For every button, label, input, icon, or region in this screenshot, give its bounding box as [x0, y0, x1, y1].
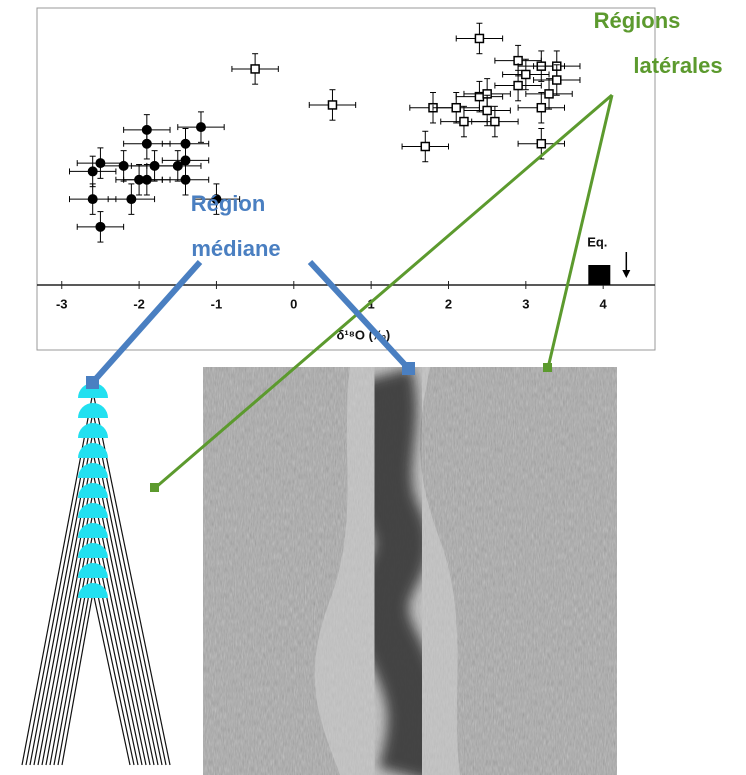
x-tick-label: 4	[600, 296, 608, 311]
point	[196, 122, 206, 132]
pointer-end	[150, 483, 159, 492]
micrograph	[203, 367, 617, 775]
point	[95, 222, 105, 232]
point	[421, 143, 429, 151]
point	[142, 175, 152, 185]
point	[251, 65, 259, 73]
cell	[78, 423, 108, 438]
point	[537, 104, 545, 112]
annotation: Région	[191, 191, 266, 216]
point	[126, 194, 136, 204]
cell	[78, 403, 108, 418]
annotation: latérales	[633, 53, 722, 78]
point	[119, 161, 129, 171]
x-tick-label: 0	[290, 296, 297, 311]
point	[475, 34, 483, 42]
pointer-end	[402, 362, 415, 375]
point	[181, 175, 191, 185]
point	[181, 155, 191, 165]
x-tick-label: 3	[522, 296, 529, 311]
annotation: Régions	[594, 8, 681, 33]
point	[88, 194, 98, 204]
point	[522, 70, 530, 78]
point	[545, 90, 553, 98]
point	[142, 139, 152, 149]
point	[460, 118, 468, 126]
x-tick-label: -2	[133, 296, 145, 311]
figure: -3-2-101234δ¹⁸O (‰)Eq. RégionslatéralesR…	[0, 0, 746, 775]
point	[491, 118, 499, 126]
point	[328, 101, 336, 109]
equilibrium-label: Eq.	[587, 234, 607, 249]
cell	[78, 583, 108, 598]
x-tick-label: -1	[211, 296, 223, 311]
pointer-end	[543, 363, 552, 372]
growth-line	[30, 432, 162, 765]
point	[514, 82, 522, 90]
pointer-end	[86, 376, 99, 389]
x-tick-label: -3	[56, 296, 68, 311]
point	[537, 140, 545, 148]
x-tick-label: 2	[445, 296, 452, 311]
point	[483, 106, 491, 114]
point	[452, 104, 460, 112]
point	[553, 76, 561, 84]
growth-diagram	[22, 383, 170, 765]
point	[88, 166, 98, 176]
annotation: médiane	[191, 236, 280, 261]
equilibrium-marker	[588, 265, 610, 285]
